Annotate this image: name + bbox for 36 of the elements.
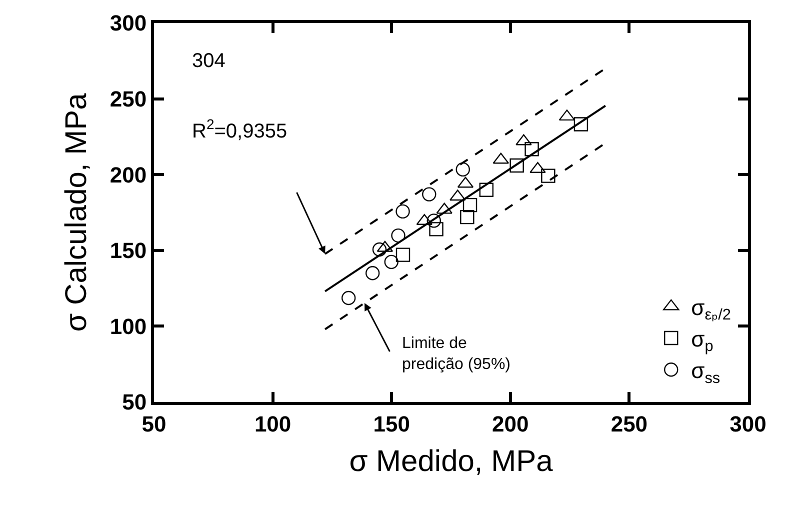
point [541, 168, 556, 183]
point [391, 228, 406, 243]
point [384, 254, 398, 270]
point [422, 187, 436, 202]
point [396, 248, 410, 262]
point [365, 266, 380, 280]
point [372, 242, 387, 257]
y-tick-label: 150 [110, 238, 147, 264]
point [479, 182, 494, 198]
annotation: 304 [192, 50, 226, 72]
annotation: R$^{2}$=0,9355 [192, 116, 288, 142]
point [426, 214, 441, 228]
point [396, 204, 410, 219]
y-tick-label: 300 [110, 10, 147, 36]
point [456, 162, 470, 177]
point [429, 222, 444, 236]
legend-label: σ$_{ss}$ [691, 358, 720, 387]
y-tick-label: 100 [110, 314, 147, 339]
point [524, 142, 539, 156]
x-tick-label: 300 [730, 411, 766, 436]
x-tick-label: 150 [373, 411, 410, 436]
y-tick-label: 250 [110, 86, 147, 112]
point [460, 210, 474, 224]
x-tick-label: 100 [254, 411, 292, 436]
x-tick-label: 200 [492, 411, 529, 436]
point [574, 117, 588, 132]
point [462, 198, 478, 212]
legend-label: σ$_{εₚ/2}$ [691, 295, 731, 324]
point [341, 290, 356, 306]
y-axis-title: σ Calculado, MPa [60, 92, 93, 332]
x-tick-label: 250 [610, 411, 648, 436]
x-axis-title: σ Medido, MPa [349, 444, 554, 478]
y-tick-label: 200 [110, 162, 147, 188]
legend-label: σ$_{p}$ [691, 326, 714, 356]
point [510, 158, 524, 173]
annotation: Limite de predição (95%) [402, 335, 510, 373]
